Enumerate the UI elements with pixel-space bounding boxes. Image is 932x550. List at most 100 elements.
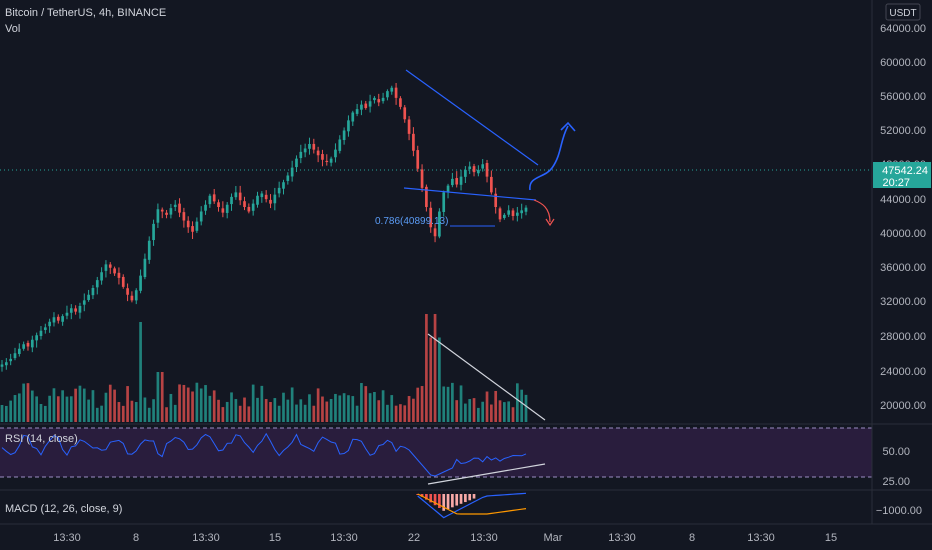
price-tick: 56000.00: [880, 91, 926, 103]
candle-body: [91, 288, 95, 296]
candle-body: [412, 133, 415, 151]
candle-body: [507, 210, 511, 215]
candle-body: [130, 295, 134, 301]
candle-body: [260, 193, 264, 198]
bullish-path-arrow[interactable]: [529, 125, 569, 191]
volume-bar: [329, 398, 333, 422]
volume-bar: [256, 397, 259, 422]
volume-bar: [364, 386, 368, 422]
volume-bar: [472, 398, 476, 422]
volume-bar: [520, 389, 524, 422]
candle-body: [48, 321, 51, 327]
volume-bar: [468, 399, 472, 422]
volume-bar: [446, 386, 450, 422]
currency-label: USDT: [889, 8, 916, 19]
candle-body: [464, 169, 467, 177]
candle-body: [234, 192, 238, 198]
macd-histogram-bar: [433, 494, 437, 506]
candle-body: [503, 214, 506, 218]
candle-body: [364, 103, 368, 108]
time-tick: 13:30: [330, 532, 358, 544]
volume-bar: [26, 383, 30, 422]
candle-body: [160, 209, 164, 212]
candle-body: [515, 212, 519, 216]
volume-bar: [82, 388, 86, 422]
candle-body: [377, 99, 381, 103]
volume-bar: [199, 388, 203, 422]
bullish-arrow-head: [560, 121, 576, 132]
candle-body: [438, 211, 441, 237]
volume-trendline[interactable]: [427, 333, 546, 421]
volume-bar: [251, 384, 255, 422]
candle-body: [225, 204, 229, 213]
time-tick: 15: [825, 532, 837, 544]
candle-body: [217, 202, 220, 207]
lower-trendline[interactable]: [403, 187, 537, 201]
macd-label[interactable]: MACD (12, 26, close, 9): [5, 503, 123, 515]
volume-bar: [412, 398, 415, 422]
candle-body: [334, 149, 337, 158]
volume-bar: [134, 402, 138, 422]
volume-bar: [485, 391, 489, 422]
candle-body: [403, 107, 407, 120]
volume-bar: [429, 337, 433, 422]
candle-body: [355, 109, 359, 114]
candle-body: [282, 182, 285, 189]
candle-body: [520, 210, 524, 214]
volume-bar: [173, 404, 177, 422]
candle-body: [459, 176, 463, 185]
volume-bar: [117, 402, 121, 422]
candle-body: [429, 207, 433, 228]
price-tick: 20000.00: [880, 400, 926, 412]
price-axis[interactable]: 64000.00 60000.00 56000.00 52000.00 4800…: [876, 23, 926, 517]
volume-bar: [230, 392, 233, 422]
symbol-title[interactable]: Bitcoin / TetherUS, 4h, BINANCE: [5, 7, 167, 19]
volume-label[interactable]: Vol: [5, 23, 21, 35]
rsi-trendline[interactable]: [427, 463, 546, 485]
candle-body: [399, 98, 402, 107]
candle-body: [303, 148, 307, 153]
drawings[interactable]: [403, 69, 576, 485]
candle-body: [485, 162, 489, 177]
volume-bar: [425, 314, 428, 422]
bearish-path-arrow[interactable]: [533, 199, 551, 223]
volume-bar: [22, 383, 25, 422]
time-tick: Mar: [544, 532, 563, 544]
candle-body: [82, 300, 86, 305]
volume-bar: [221, 407, 225, 422]
macd-histogram-bar: [420, 494, 424, 497]
candle-body: [186, 220, 190, 228]
candle-body: [407, 119, 411, 134]
volume-bar: [355, 405, 359, 422]
volume-bar: [104, 392, 108, 422]
volume-bar: [208, 395, 212, 422]
macd-histogram-bar: [455, 494, 459, 506]
candle-body: [264, 194, 268, 200]
volume-bar: [9, 400, 13, 422]
volume-bar: [87, 399, 90, 422]
candle-body: [4, 362, 8, 366]
candle-body: [468, 166, 472, 170]
candle-body: [74, 308, 77, 312]
currency-box[interactable]: [885, 3, 921, 21]
volume-bar: [308, 394, 311, 422]
volume-bar: [342, 393, 346, 422]
candle-body: [156, 209, 160, 223]
volume-bar: [4, 405, 8, 422]
upper-trendline[interactable]: [405, 69, 539, 166]
candle-body: [104, 264, 108, 271]
volume-bar: [204, 385, 207, 422]
volume-bar: [74, 388, 77, 422]
candle-body: [290, 167, 294, 177]
candle-body: [360, 104, 363, 110]
volume-bar: [351, 396, 355, 422]
candle-body: [494, 193, 498, 207]
time-axis[interactable]: 13:30 8 13:30 15 13:30 22 13:30 Mar 13:3…: [53, 532, 837, 544]
volume-bar: [373, 391, 376, 422]
rsi-label[interactable]: RSI (14, close): [5, 433, 78, 445]
candle-body: [30, 339, 34, 348]
volume-bar: [312, 405, 316, 422]
rsi-tick: 25.00: [882, 476, 910, 488]
